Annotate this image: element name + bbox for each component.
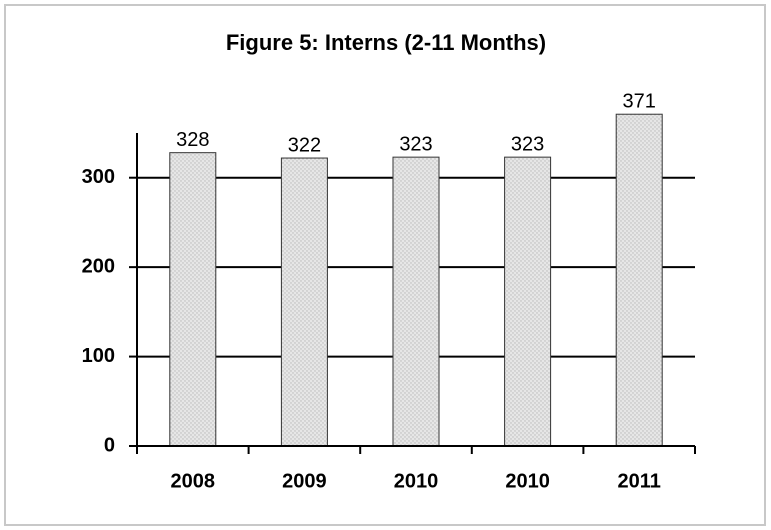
data-label: 371 bbox=[623, 91, 656, 113]
x-tick-label: 2011 bbox=[618, 470, 661, 492]
x-tick-label: 2010 bbox=[394, 470, 439, 492]
chart-title: Figure 5: Interns (2-11 Months) bbox=[226, 30, 546, 55]
x-tick-label: 2010 bbox=[505, 470, 550, 492]
y-tick-label: 0 bbox=[104, 434, 115, 456]
y-tick-label: 200 bbox=[82, 255, 115, 277]
data-label: 322 bbox=[288, 134, 321, 156]
y-tick-label: 100 bbox=[82, 345, 115, 367]
x-tick-label: 2008 bbox=[171, 470, 216, 492]
bar bbox=[169, 152, 217, 447]
x-tick-label: 2009 bbox=[282, 470, 327, 492]
data-label: 323 bbox=[399, 133, 432, 155]
bar bbox=[504, 156, 552, 447]
bar bbox=[392, 156, 440, 447]
bar bbox=[615, 113, 663, 447]
bar bbox=[280, 157, 328, 447]
y-tick-label: 300 bbox=[82, 166, 115, 188]
data-label: 323 bbox=[511, 133, 544, 155]
data-label: 328 bbox=[176, 129, 209, 151]
